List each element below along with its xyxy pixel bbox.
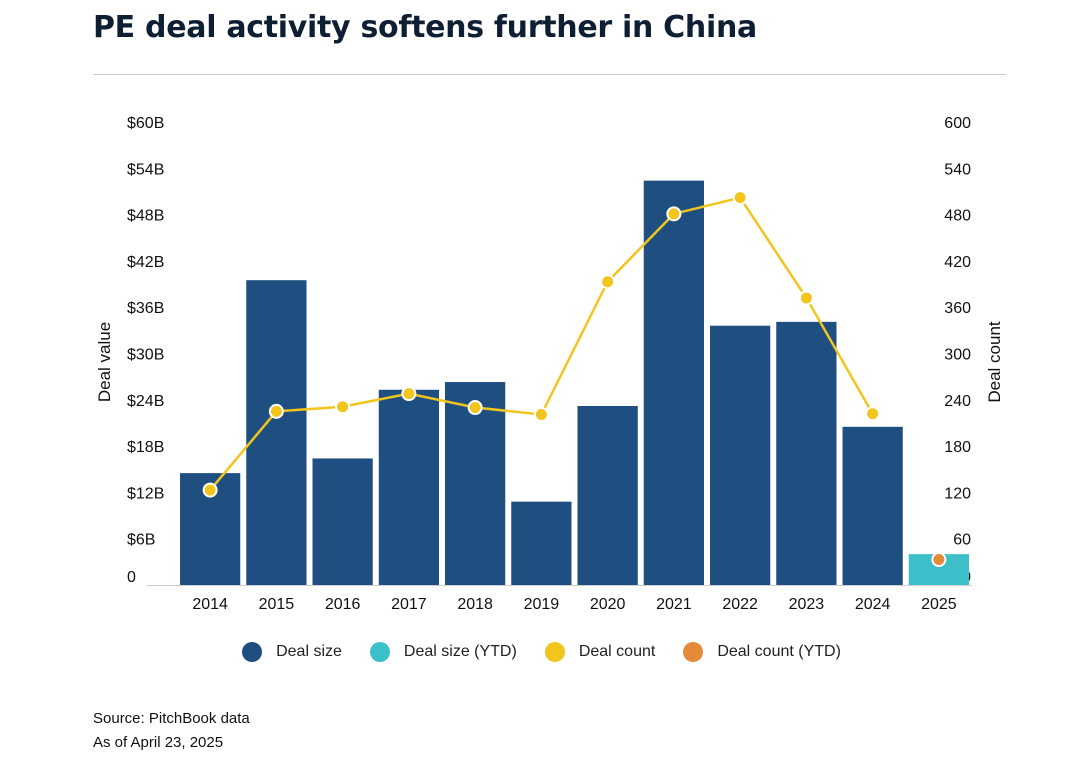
x-tick-2018: 2018 — [457, 596, 493, 613]
x-tick-2014: 2014 — [192, 596, 228, 613]
point-deal-count-2016 — [335, 399, 351, 415]
x-tick-2019: 2019 — [524, 596, 560, 613]
point-deal-count-2017 — [401, 386, 417, 402]
chart-footer: Source: PitchBook data As of April 23, 2… — [93, 707, 250, 755]
legend-label-deal-count-ytd: Deal count (YTD) — [717, 643, 841, 660]
y-tick-left-3: $18B — [127, 439, 164, 456]
y-tick-left-6: $36B — [127, 300, 164, 317]
bar-deal-size-2016 — [312, 458, 373, 585]
y-tick-left-5: $30B — [127, 347, 164, 364]
source-note: Source: PitchBook data — [93, 710, 250, 727]
y-axis-label-left: Deal value — [95, 322, 114, 402]
x-tick-2020: 2020 — [590, 596, 626, 613]
point-deal-count-2024 — [865, 406, 881, 422]
x-tick-2016: 2016 — [325, 596, 361, 613]
point-deal-count-ytd-2025 — [931, 552, 947, 568]
point-deal-count-2019 — [533, 406, 549, 422]
y-axis-label-right: Deal count — [985, 321, 1004, 403]
bar-deal-size-2020 — [577, 405, 638, 585]
legend-label-deal-size: Deal size — [276, 643, 342, 660]
bar-deal-size-2015 — [246, 280, 307, 585]
y-tick-left-9: $54B — [127, 161, 164, 178]
y-tick-left-10: $60B — [127, 115, 164, 132]
x-tick-2022: 2022 — [722, 596, 758, 613]
legend-item-deal-size-ytd[interactable]: Deal size (YTD) — [363, 642, 517, 662]
bar-series — [180, 180, 969, 585]
y-tick-left-1: $6B — [127, 532, 155, 549]
y-tick-right-9: 540 — [944, 161, 971, 178]
legend-item-deal-size[interactable]: Deal size — [235, 642, 342, 662]
bar-deal-size-2023 — [776, 321, 837, 585]
y-tick-right-2: 120 — [944, 485, 971, 502]
y-tick-right-10: 600 — [944, 115, 971, 132]
legend-label-deal-count: Deal count — [578, 643, 656, 660]
x-tick-2015: 2015 — [259, 596, 295, 613]
bar-deal-size-2024 — [842, 426, 903, 585]
left-axis-ticks: 0 $6B $12B $18B $24B $30B $36B $42B $48B $54B $60B — [127, 115, 164, 586]
bar-deal-size-2022 — [710, 325, 771, 585]
right-axis-ticks: 060120180240300360420480540600 — [944, 115, 971, 586]
y-tick-left-0: 0 — [127, 569, 136, 586]
y-tick-right-6: 360 — [944, 300, 971, 317]
y-tick-right-5: 300 — [944, 347, 971, 364]
bar-deal-size-2021 — [643, 180, 704, 585]
y-tick-right-1: 60 — [953, 532, 971, 549]
x-tick-2017: 2017 — [391, 596, 427, 613]
point-deal-count-2018 — [467, 400, 483, 416]
legend-swatch-deal-count-ytd — [683, 642, 704, 662]
line-series — [209, 196, 874, 491]
line-points — [202, 190, 947, 568]
point-deal-count-2022 — [732, 190, 748, 206]
y-tick-right-8: 480 — [944, 208, 971, 225]
y-tick-left-7: $42B — [127, 254, 164, 271]
bar-deal-size-2017 — [378, 389, 439, 585]
x-tick-2024: 2024 — [855, 596, 891, 613]
point-deal-count-2014 — [202, 482, 218, 498]
y-tick-right-4: 240 — [944, 393, 971, 410]
combo-chart: 0 $6B $12B $18B $24B $30B $36B $42B $48B $54B $60B… — [95, 115, 1004, 613]
y-tick-right-7: 420 — [944, 254, 971, 271]
point-deal-count-2020 — [600, 274, 616, 290]
y-tick-left-4: $24B — [127, 393, 164, 410]
as-of-note: As of April 23, 2025 — [93, 734, 224, 751]
y-tick-left-8: $48B — [127, 208, 164, 225]
legend-label-deal-size-ytd: Deal size (YTD) — [403, 643, 517, 660]
legend-swatch-deal-size-ytd — [369, 642, 390, 662]
y-tick-right-3: 180 — [944, 439, 971, 456]
legend-item-deal-count[interactable]: Deal count — [538, 642, 656, 662]
legend-swatch-deal-count — [544, 642, 565, 662]
legend-item-deal-count-ytd[interactable]: Deal count (YTD) — [676, 642, 841, 662]
point-deal-count-2021 — [666, 206, 682, 222]
chart-legend: Deal size Deal size (YTD) Deal count Dea… — [0, 642, 1076, 662]
x-axis-ticks: 2014 2015 2016 2017 2018 2019 2020 2021 2022 2023… — [192, 596, 956, 613]
bar-deal-size-2018 — [445, 382, 506, 585]
y-tick-left-2: $12B — [127, 485, 164, 502]
x-tick-2025: 2025 — [921, 596, 957, 613]
chart-title: PE deal activity softens further in Chin… — [93, 10, 757, 45]
bar-deal-size-2019 — [511, 501, 572, 585]
x-tick-2023: 2023 — [789, 596, 825, 613]
line-deal-count — [209, 196, 874, 491]
title-divider — [93, 74, 1006, 75]
legend-swatch-deal-size — [242, 642, 263, 662]
point-deal-count-2023 — [798, 290, 814, 306]
point-deal-count-2015 — [268, 403, 284, 419]
x-tick-2021: 2021 — [656, 596, 692, 613]
